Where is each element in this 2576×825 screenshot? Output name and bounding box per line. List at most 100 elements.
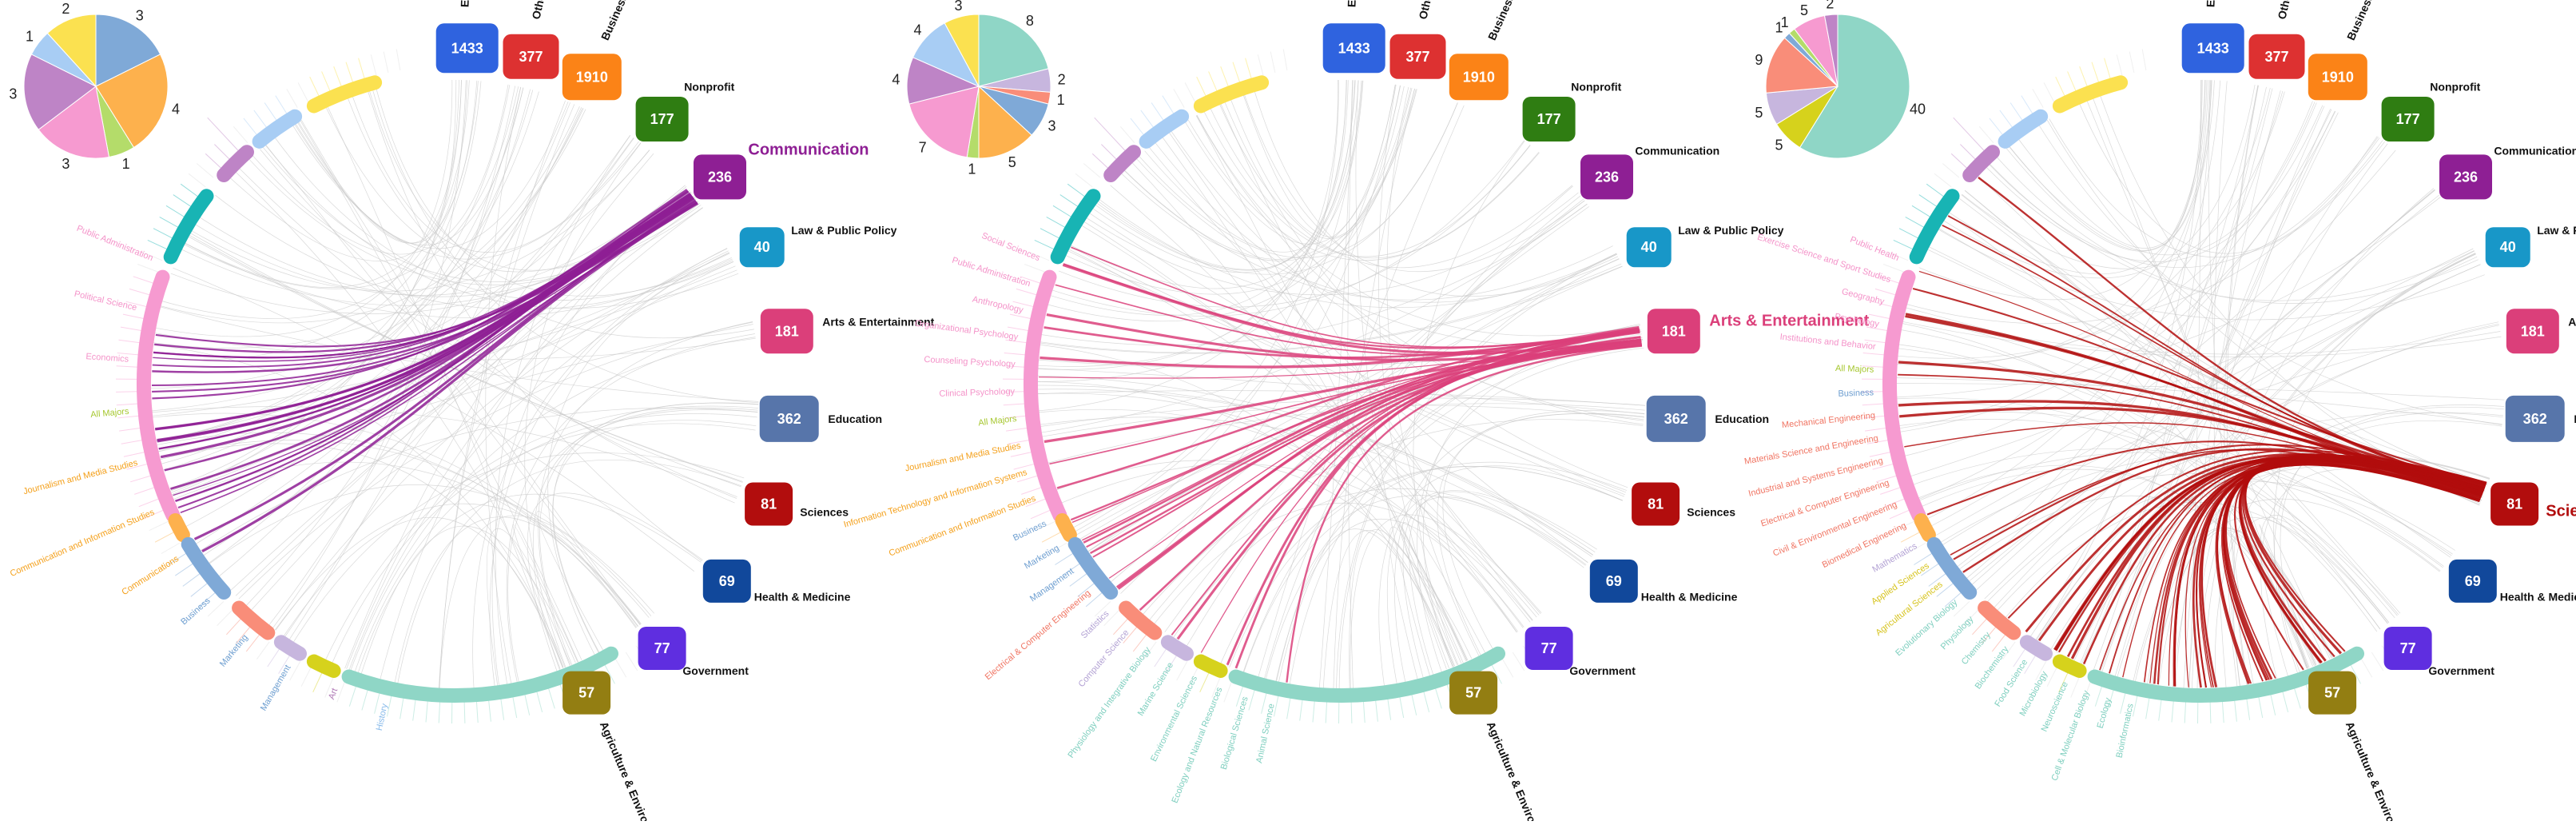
spoke-1 (1513, 652, 1524, 671)
major-label-1-5: Clinical Psychology (939, 387, 1016, 399)
background-link-0-47 (347, 208, 703, 669)
field-name-2-8: Sciences (2546, 503, 2576, 520)
major-label-0-8: Marketing (218, 633, 250, 669)
field-count-2-7: 362 (2523, 411, 2547, 427)
spoke-2 (1926, 184, 1944, 197)
highlight-link-1-18 (1109, 337, 1640, 578)
field-count-2-11: 57 (2324, 685, 2340, 701)
highlight-link-0-9 (152, 200, 695, 392)
spoke-0 (226, 619, 241, 635)
spoke-1 (1006, 428, 1028, 431)
field-name-2-0: Engineering (2204, 0, 2219, 7)
field-name-0-0: Engineering (458, 0, 473, 7)
spoke-0 (116, 392, 137, 393)
field-name-0-5: Law & Public Policy (791, 224, 896, 237)
spoke-1 (1095, 118, 1126, 151)
major-label-0-7: Business (179, 596, 213, 627)
pie-value-label-2-1: 5 (1775, 138, 1783, 153)
field-name-1-7: Education (1715, 412, 1769, 425)
major-label-1-3: Organizational Psychology (914, 319, 1019, 342)
field-count-1-4: 236 (1595, 169, 1619, 185)
spoke-0 (264, 103, 276, 121)
field-name-2-4: Communication (2494, 145, 2576, 157)
spoke-0 (119, 428, 141, 431)
spoke-0 (254, 110, 267, 128)
spoke-1 (1197, 77, 1207, 96)
field-box-0-7: 362 (760, 396, 819, 442)
field-box-1-7: 362 (1647, 396, 1706, 442)
spoke-2 (1979, 126, 1994, 142)
field-count-2-9: 69 (2465, 573, 2481, 589)
spoke-2 (1890, 510, 1910, 519)
field-box-2-5: 40 (2486, 227, 2530, 267)
major-label-2-24: Ecology (2096, 696, 2113, 729)
spoke-0 (298, 82, 308, 102)
spoke-2 (2146, 698, 2149, 719)
major-label-1-6: All Majors (978, 414, 1018, 428)
field-count-1-2: 1910 (1463, 69, 1495, 85)
background-link-2-111 (2087, 101, 2332, 659)
spoke-2 (2092, 62, 2099, 83)
field-name-0-4: Communication (748, 141, 869, 159)
background-link-2-112 (2261, 469, 2481, 680)
field-box-1-10: 77 (1525, 627, 1573, 670)
background-link-2-90 (1962, 92, 2284, 269)
field-box-2-10: 77 (2384, 627, 2432, 670)
field-name-0-10: Government (682, 664, 749, 677)
pie-value-label-1-4: 5 (1008, 154, 1016, 170)
spoke-0 (149, 521, 169, 531)
spoke-0 (191, 583, 208, 596)
highlight-link-0-0 (154, 193, 690, 352)
field-box-1-5: 40 (1627, 227, 1672, 267)
spoke-0 (256, 642, 269, 660)
spoke-2 (2283, 691, 2288, 712)
spoke-2 (2259, 697, 2263, 719)
spoke-0 (310, 77, 320, 96)
spoke-2 (1990, 118, 2003, 135)
background-link-0-87 (332, 424, 756, 664)
spoke-2 (1919, 195, 1938, 207)
spoke-2 (1894, 240, 1914, 249)
major-label-1-4: Counseling Psychology (924, 355, 1016, 369)
major-label-1-16: Physiology and Integrative Biology (1066, 645, 1152, 760)
spoke-0 (371, 54, 376, 75)
field-count-2-2: 1910 (2322, 69, 2354, 85)
spoke-0 (124, 452, 145, 457)
spoke-2 (1883, 265, 1903, 273)
background-link-2-58 (2009, 102, 2315, 255)
pie-value-label-1-9: 3 (954, 0, 962, 14)
major-arc-1-9 (1201, 662, 1221, 672)
spoke-0 (133, 277, 154, 284)
spoke-1 (1177, 661, 1187, 680)
spoke-1 (1021, 488, 1042, 495)
major-label-2-4: Institutions and Behavior (1779, 333, 1876, 353)
spoke-2 (2129, 52, 2134, 73)
background-link-1-113 (1037, 80, 1346, 369)
spoke-0 (121, 440, 143, 444)
field-name-0-2: Business (598, 0, 630, 42)
spoke-1 (1376, 700, 1378, 722)
spoke-2 (1901, 532, 1920, 543)
major-label-1-12: Management (1028, 567, 1075, 604)
spoke-2 (2159, 699, 2161, 721)
spoke-0 (155, 532, 174, 543)
background-link-2-95 (2101, 96, 2481, 503)
background-link-0-48 (325, 406, 757, 660)
spoke-1 (1024, 265, 1044, 273)
spoke-0 (181, 184, 198, 197)
field-box-0-8: 81 (745, 483, 793, 526)
spoke-1 (1200, 672, 1209, 692)
field-box-1-9: 69 (1590, 560, 1638, 603)
field-count-1-1: 377 (1405, 49, 1429, 65)
field-box-1-2: 1910 (1449, 54, 1509, 100)
spoke-0 (349, 686, 356, 707)
field-name-0-8: Sciences (800, 506, 849, 519)
spoke-1 (1083, 164, 1100, 178)
spoke-1 (1283, 50, 1287, 71)
major-label-1-1: Public Administration (951, 256, 1032, 289)
spoke-2 (2080, 66, 2088, 86)
spoke-1 (1101, 145, 1116, 160)
field-box-1-8: 81 (1632, 483, 1680, 526)
